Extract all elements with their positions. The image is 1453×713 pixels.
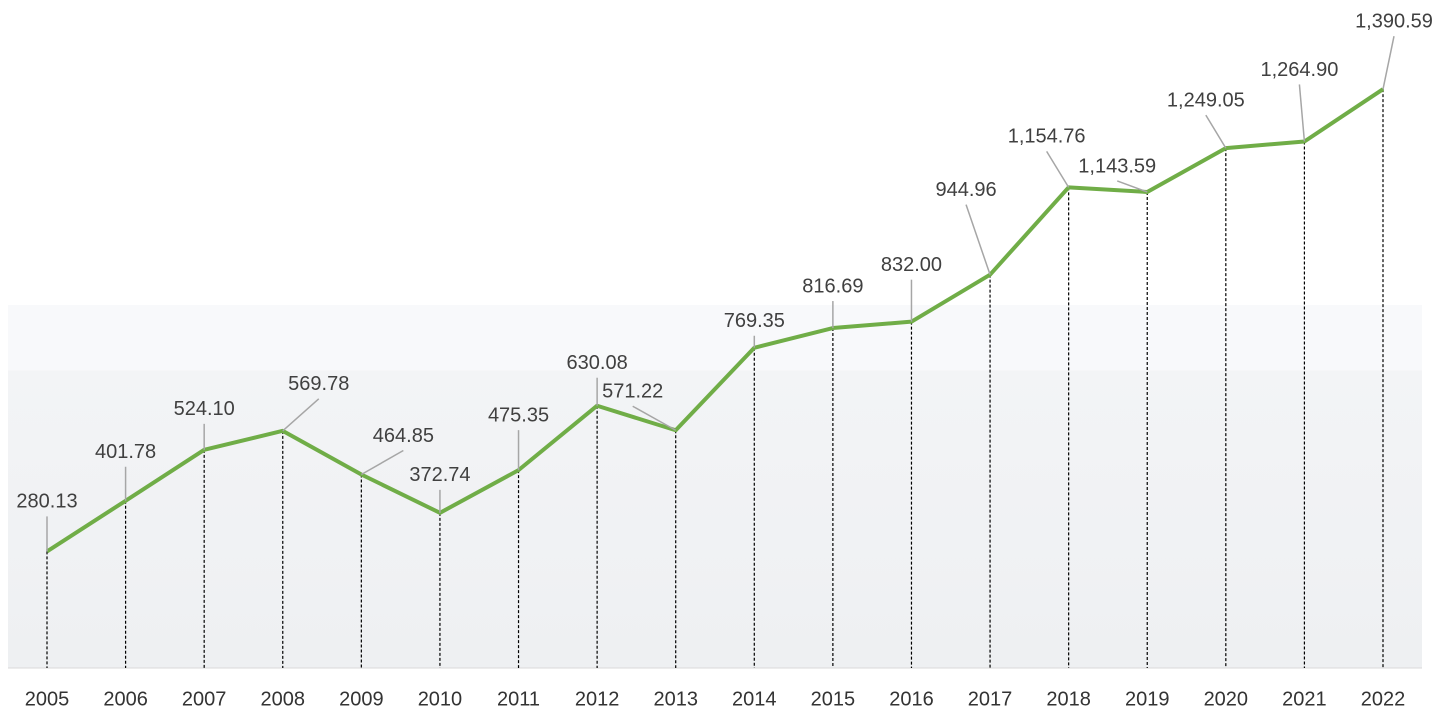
leader-line bbox=[1382, 36, 1395, 90]
x-tick-label: 2007 bbox=[182, 688, 227, 710]
data-label: 944.96 bbox=[935, 179, 996, 201]
x-tick-label: 2006 bbox=[103, 688, 148, 710]
leader-line bbox=[360, 449, 404, 476]
leader-line bbox=[1046, 150, 1070, 188]
x-tick-label: 2009 bbox=[339, 688, 384, 710]
data-label: 769.35 bbox=[724, 310, 785, 332]
x-tick-label: 2010 bbox=[418, 688, 463, 710]
data-label: 372.74 bbox=[409, 464, 470, 486]
data-label: 524.10 bbox=[174, 398, 235, 420]
data-label: 1,390.59 bbox=[1355, 10, 1433, 32]
x-tick-label: 2016 bbox=[889, 688, 934, 710]
x-tick-label: 2022 bbox=[1361, 688, 1406, 710]
data-label: 569.78 bbox=[288, 373, 349, 395]
data-label: 475.35 bbox=[488, 404, 549, 426]
data-label: 630.08 bbox=[567, 352, 628, 374]
leader-line bbox=[282, 398, 320, 432]
data-label: 1,154.76 bbox=[1008, 126, 1086, 148]
x-tick-label: 2021 bbox=[1282, 688, 1327, 710]
x-tick-label: 2012 bbox=[575, 688, 620, 710]
data-label: 464.85 bbox=[373, 425, 434, 447]
leader-line bbox=[632, 405, 677, 431]
data-label: 401.78 bbox=[95, 441, 156, 463]
x-tick-label: 2015 bbox=[811, 688, 856, 710]
data-label: 1,249.05 bbox=[1167, 89, 1245, 111]
x-tick-label: 2005 bbox=[25, 688, 70, 710]
x-tick-label: 2018 bbox=[1046, 688, 1091, 710]
plot-background bbox=[8, 305, 1422, 668]
leader-line bbox=[1116, 180, 1148, 193]
leader-line bbox=[965, 204, 991, 275]
leader-line bbox=[1205, 114, 1227, 149]
x-tick-label: 2017 bbox=[968, 688, 1013, 710]
x-tick-label: 2014 bbox=[732, 688, 777, 710]
data-label: 571.22 bbox=[602, 381, 663, 403]
data-line bbox=[45, 87, 1385, 554]
x-tick-label: 2019 bbox=[1125, 688, 1170, 710]
x-tick-label: 2013 bbox=[653, 688, 698, 710]
data-label: 816.69 bbox=[802, 275, 863, 297]
x-tick-label: 2011 bbox=[497, 688, 540, 710]
data-label: 280.13 bbox=[16, 491, 77, 513]
leader-line bbox=[1298, 84, 1306, 142]
data-label: 1,143.59 bbox=[1078, 155, 1156, 177]
data-label: 832.00 bbox=[881, 254, 942, 276]
x-tick-label: 2020 bbox=[1204, 688, 1249, 710]
x-tick-label: 2008 bbox=[261, 688, 306, 710]
data-label: 1,264.90 bbox=[1260, 59, 1338, 81]
